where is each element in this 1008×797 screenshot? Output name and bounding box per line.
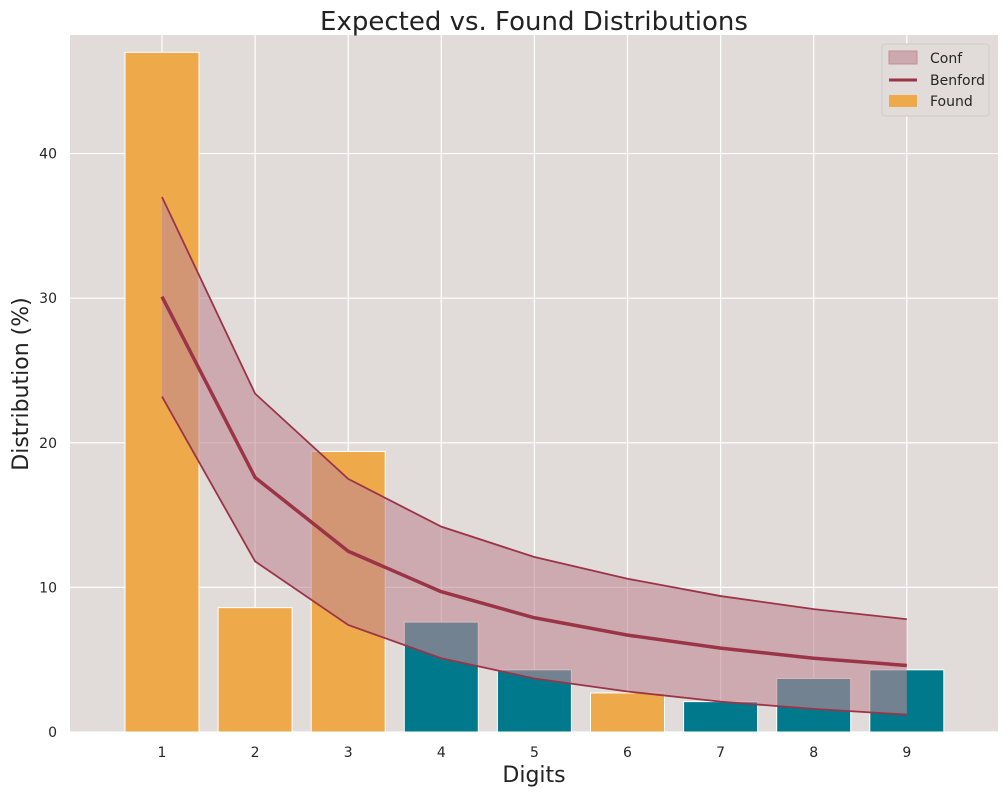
- y-tick-label-20: 20: [39, 436, 57, 452]
- x-tick-label-9: 9: [902, 745, 911, 761]
- confidence-band: [161, 196, 907, 716]
- legend-swatch-found: [889, 95, 917, 107]
- legend-swatch-conf: [888, 50, 918, 65]
- x-tick-label-2: 2: [251, 745, 260, 761]
- legend: Conf Benford Found: [881, 43, 990, 117]
- y-tick-label-10: 10: [39, 580, 57, 596]
- x-axis-label: Digits: [502, 763, 565, 788]
- y-tick-label-0: 0: [48, 725, 57, 741]
- y-tick-labels: 0 10 20 30 40: [39, 147, 57, 741]
- x-tick-label-5: 5: [530, 745, 539, 761]
- benford-line: [160, 295, 907, 668]
- bar-digit-2: [217, 607, 293, 733]
- y-tick-label-30: 30: [39, 291, 57, 307]
- legend-label-found: Found: [930, 94, 973, 110]
- x-tick-label-3: 3: [344, 745, 353, 761]
- chart-title: Expected vs. Found Distributions: [320, 7, 748, 37]
- y-tick-label-40: 40: [39, 147, 57, 163]
- x-tick-label-1: 1: [158, 745, 167, 761]
- x-tick-labels: 1 2 3 4 5 6 7 8 9: [158, 745, 912, 761]
- bar-digit-6: [590, 692, 665, 733]
- legend-label-benford: Benford: [930, 73, 985, 89]
- y-axis-label: Distribution (%): [9, 297, 34, 470]
- x-tick-label-6: 6: [623, 745, 632, 761]
- x-tick-label-4: 4: [437, 745, 446, 761]
- conf-lower-line: [161, 396, 907, 716]
- benford-series-line: [160, 295, 907, 668]
- legend-label-conf: Conf: [930, 51, 963, 67]
- x-tick-label-7: 7: [716, 745, 725, 761]
- conf-area: [162, 196, 907, 715]
- bar-digit-7: [683, 701, 759, 733]
- x-tick-label-8: 8: [809, 745, 818, 761]
- conf-upper-line: [161, 196, 907, 621]
